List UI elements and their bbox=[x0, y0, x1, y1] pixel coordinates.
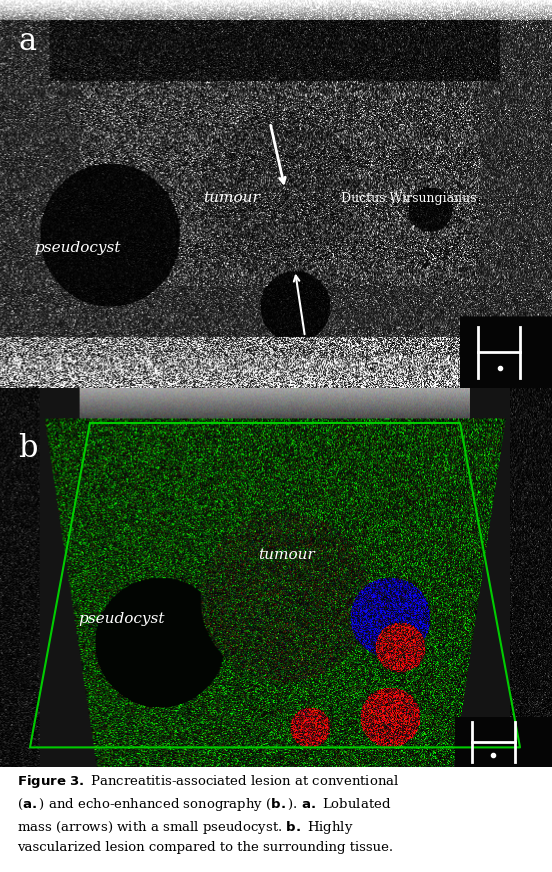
Text: Ductus Wirsungianus: Ductus Wirsungianus bbox=[341, 192, 476, 205]
Text: $\mathbf{Figure\ 3.}$ Pancreatitis-associated lesion at conventional
($\mathbf{a: $\mathbf{Figure\ 3.}$ Pancreatitis-assoc… bbox=[17, 773, 399, 854]
Text: b: b bbox=[18, 433, 38, 464]
Text: pseudocyst: pseudocyst bbox=[78, 612, 164, 626]
Text: pseudocyst: pseudocyst bbox=[34, 242, 120, 255]
Text: a: a bbox=[18, 25, 36, 57]
Text: tumour: tumour bbox=[259, 548, 315, 562]
Text: tumour: tumour bbox=[204, 191, 260, 205]
